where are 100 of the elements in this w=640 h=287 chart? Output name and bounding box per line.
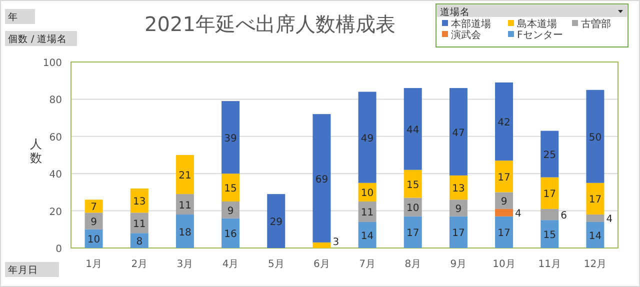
bar — [222, 202, 240, 218]
data-label: 69 — [315, 174, 328, 186]
data-label: 4 — [606, 214, 613, 226]
bar — [404, 88, 422, 170]
data-label: 49 — [360, 133, 374, 144]
data-label: 42 — [498, 118, 510, 129]
data-label: 9 — [500, 196, 508, 208]
bar — [495, 192, 514, 209]
data-label: 18 — [178, 227, 192, 238]
x-tick-label: 4月 — [222, 259, 239, 270]
bar — [540, 208, 559, 220]
text: 個数 / 道場名 — [8, 33, 68, 45]
bar — [130, 188, 148, 213]
bar — [495, 216, 514, 248]
data-label: 10 — [360, 188, 374, 200]
data-label: 7 — [90, 202, 97, 214]
bar — [404, 216, 422, 248]
legend-label: 古曽部 — [581, 18, 611, 30]
y-tick-label: 80 — [49, 95, 62, 106]
data-label: 47 — [452, 128, 465, 139]
bar — [449, 88, 468, 176]
data-label: 13 — [133, 196, 146, 208]
x-tick-label: 5月 — [268, 259, 284, 270]
x-tick-label: 3月 — [176, 259, 194, 270]
legend-title: 道場名 — [440, 6, 470, 18]
data-label: 17 — [452, 228, 465, 240]
data-label: 14 — [588, 230, 602, 242]
text: 年月日 — [8, 264, 38, 276]
x-tick-label: 12月 — [584, 259, 607, 270]
data-label: 17 — [498, 172, 510, 184]
bar — [495, 208, 514, 216]
data-label: 25 — [543, 150, 556, 162]
legend-label: 島本道場 — [517, 18, 557, 30]
x-tick-label: 8月 — [404, 259, 422, 270]
data-label: 15 — [406, 180, 420, 191]
bar — [449, 200, 468, 216]
bar — [540, 177, 559, 209]
data-label: 17 — [406, 228, 420, 240]
bar — [404, 170, 422, 198]
data-label: 16 — [224, 229, 237, 240]
legend-label: Fセンター — [517, 30, 563, 41]
bar — [540, 130, 559, 178]
legend-label: 演武会 — [451, 29, 481, 41]
y-tick-label: 100 — [42, 58, 62, 69]
bar — [586, 214, 604, 222]
bar — [222, 174, 240, 202]
data-label: 11 — [360, 208, 374, 219]
bar — [449, 216, 468, 248]
data-label: 11 — [178, 200, 192, 212]
bar — [84, 200, 103, 213]
x-tick-label: 10月 — [492, 259, 516, 270]
x-tick-label: 11月 — [538, 259, 561, 270]
y-axis-title: 人数 — [30, 137, 42, 165]
data-label: 50 — [588, 132, 602, 144]
y-tick-label: 0 — [56, 244, 62, 255]
bar — [358, 92, 376, 183]
data-label: 11 — [133, 218, 146, 230]
data-label: 15 — [543, 230, 556, 242]
data-label: 14 — [360, 230, 374, 242]
data-label: 3 — [332, 237, 340, 248]
data-label: 39 — [224, 133, 237, 144]
x-tick-label: 6月 — [314, 259, 330, 270]
bar — [176, 214, 194, 248]
bar — [358, 202, 376, 222]
bar — [586, 182, 604, 215]
data-label: 8 — [136, 236, 143, 248]
y-tick-label: 40 — [49, 170, 62, 181]
data-label: 4 — [515, 208, 522, 220]
bar — [449, 175, 468, 200]
data-label: 10 — [87, 234, 100, 246]
data-label: 9 — [90, 217, 97, 228]
legend-label: 本部道場 — [451, 18, 491, 30]
data-label: 9 — [455, 204, 462, 216]
data-label: 17 — [498, 228, 510, 240]
bar — [222, 101, 240, 174]
bar — [495, 160, 514, 192]
bar — [586, 90, 604, 183]
data-label: 10 — [406, 203, 420, 214]
x-tick-label: 9月 — [450, 259, 467, 270]
bar — [312, 242, 331, 248]
data-label: 44 — [406, 124, 420, 136]
bar — [312, 114, 331, 242]
x-tick-label: 7月 — [359, 259, 376, 270]
bar — [130, 212, 148, 234]
data-label: 9 — [227, 206, 234, 217]
bar — [358, 222, 376, 248]
bar — [586, 222, 604, 248]
bar — [495, 82, 514, 161]
data-label: 17 — [543, 189, 556, 200]
data-label: 17 — [588, 194, 602, 206]
data-label: 15 — [224, 184, 237, 195]
bar — [222, 218, 240, 248]
x-tick-label: 2月 — [131, 259, 148, 270]
chart-title: 2021年延べ出席人数構成表 — [144, 12, 396, 36]
bar — [130, 233, 148, 248]
bar — [176, 155, 194, 194]
y-tick-label: 20 — [49, 206, 62, 218]
text: 年 — [8, 11, 18, 23]
data-label: 13 — [452, 184, 465, 195]
data-label: 6 — [560, 210, 567, 222]
